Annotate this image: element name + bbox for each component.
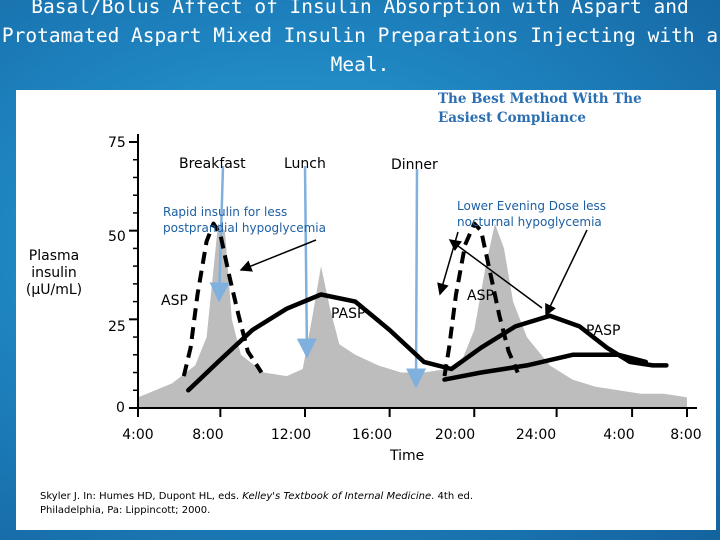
title-line-2: Protamated Aspart Mixed Insulin Preparat… bbox=[1, 24, 719, 47]
meal-label-breakfast: Breakfast bbox=[179, 156, 246, 172]
citation: Skyler J. In: Humes HD, Dupont HL, eds. … bbox=[40, 490, 640, 518]
label-pasp-evening: PASP bbox=[586, 323, 621, 339]
callout-arrow-3 bbox=[545, 229, 588, 317]
ytick-75: 75 bbox=[108, 135, 126, 151]
citation-book: Kelley's Textbook of Internal Medicine bbox=[242, 491, 432, 502]
title-line-1: Basal/Bolus Affect of Insulin Absorption… bbox=[31, 0, 689, 18]
rapid-note-line-1: Rapid insulin for less bbox=[163, 205, 288, 219]
xtick-8-00: 8:00 bbox=[192, 427, 224, 443]
label-asp-morning: ASP bbox=[161, 293, 188, 309]
title-line-3: Meal. bbox=[330, 53, 390, 76]
evening-note-line-2: nocturnal hypoglycemia bbox=[457, 215, 602, 229]
meal-label-lunch: Lunch bbox=[284, 156, 326, 172]
xtick-4-00: 4:00 bbox=[122, 427, 154, 443]
rapid-note-line-2: postprandial hypoglycemia bbox=[163, 221, 326, 235]
label-asp-evening: ASP bbox=[467, 288, 494, 304]
xtick-16-00: 16:00 bbox=[351, 427, 393, 443]
insulin-chart bbox=[129, 134, 697, 417]
best-method-line-2: Easiest Compliance bbox=[438, 110, 586, 126]
meal-label-dinner: Dinner bbox=[391, 157, 438, 173]
chart-panel: The Best Method With The Easiest Complia… bbox=[16, 90, 716, 530]
series-line-pasp-4 bbox=[442, 352, 649, 382]
citation-pre: Skyler J. In: Humes HD, Dupont HL, eds. bbox=[40, 491, 243, 502]
ytick-0: 0 bbox=[116, 400, 125, 416]
series-area-physiologic bbox=[138, 223, 687, 408]
callout-arrow-1 bbox=[437, 231, 459, 296]
xtick-24-00: 24:00 bbox=[515, 427, 557, 443]
citation-line-2: Philadelphia, Pa: Lippincott; 2000. bbox=[40, 505, 211, 516]
ylabel-line-1: Plasma bbox=[28, 248, 80, 264]
meal-arrow-2 bbox=[406, 168, 427, 389]
series-line-asp-3 bbox=[442, 221, 520, 377]
citation-post: . 4th ed. bbox=[431, 491, 474, 502]
xlabel: Time bbox=[390, 448, 425, 464]
meal-arrow-0 bbox=[209, 165, 230, 303]
xtick-8-00-next: 8:00 bbox=[670, 427, 702, 443]
label-pasp-morning: PASP bbox=[331, 306, 366, 322]
callout-arrow-2 bbox=[448, 239, 543, 309]
series-line-asp-1 bbox=[181, 221, 264, 377]
xtick-4-00-next: 4:00 bbox=[603, 427, 635, 443]
xtick-12-00: 12:00 bbox=[270, 427, 312, 443]
xtick-20-00: 20:00 bbox=[434, 427, 476, 443]
best-method-line-1: The Best Method With The bbox=[438, 91, 642, 107]
ytick-25: 25 bbox=[108, 319, 126, 335]
meal-arrow-1 bbox=[296, 165, 317, 359]
ylabel-line-2: insulin bbox=[31, 265, 77, 281]
series-line-pasp-2 bbox=[186, 292, 669, 393]
ytick-50: 50 bbox=[108, 229, 126, 245]
slide-title: Basal/Bolus Affect of Insulin Absorption… bbox=[0, 0, 720, 79]
ylabel-line-3: (µU/mL) bbox=[25, 282, 83, 298]
evening-note-line-1: Lower Evening Dose less bbox=[457, 199, 607, 213]
callout-arrow-0 bbox=[239, 239, 317, 272]
